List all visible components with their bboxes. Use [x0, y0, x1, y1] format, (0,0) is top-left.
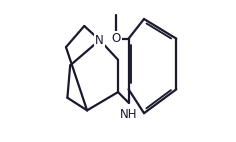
- Text: NH: NH: [120, 107, 137, 121]
- Text: O: O: [112, 32, 121, 45]
- Text: N: N: [95, 34, 104, 47]
